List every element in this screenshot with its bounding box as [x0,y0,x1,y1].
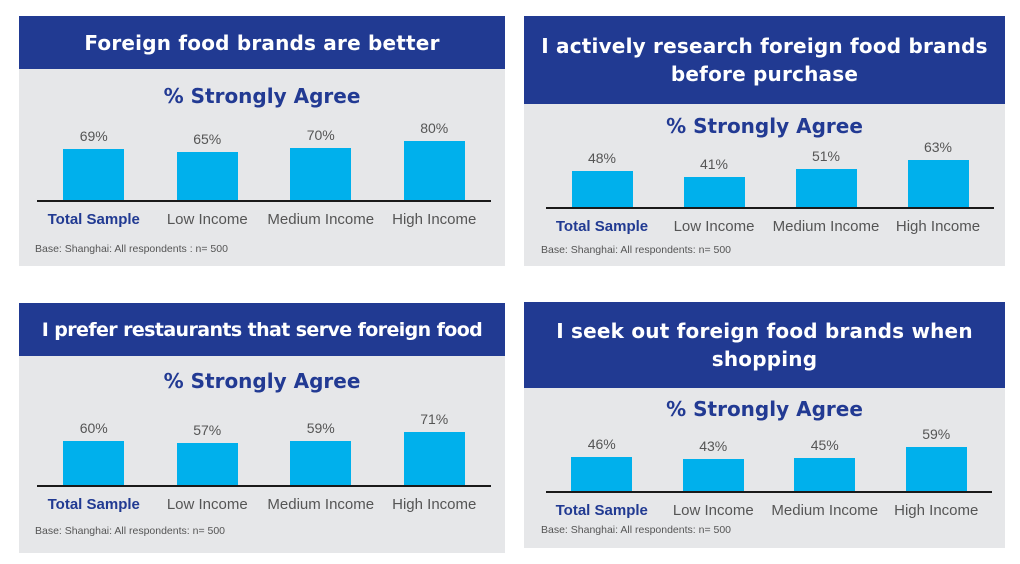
chart-title: Foreign food brands are better [19,16,505,69]
x-axis-line [546,491,992,493]
bar-medium-income [290,148,352,200]
x-axis-line [37,485,491,487]
bar-high-income [905,447,967,491]
chart-title: I seek out foreign food brands when shop… [524,302,1005,388]
bar-value-label: 48% [587,150,617,167]
base-note: Base: Shanghai: All respondents: n= 500 [541,244,732,256]
bar-value-label: 51% [811,148,841,165]
bar-low-income [682,459,744,491]
bar-value-label: 80% [420,119,449,136]
bar-total-sample [63,148,125,200]
category-label: Total Sample [555,218,649,235]
bar-value-label: 63% [923,139,953,156]
chart-panel-seek-out-when-shopping: I seek out foreign food brands when shop… [524,302,1005,548]
bar-value-label: 71% [420,411,449,428]
base-note: Base: Shanghai: All respondents: n= 500 [35,525,226,537]
category-label: Medium Income [772,218,880,235]
chart-subtitle: % Strongly Agree [163,84,361,108]
category-label: High Income [894,502,979,519]
bar-low-income [176,151,238,200]
bar-value-label: 69% [79,127,108,144]
bar-value-label: 59% [922,426,951,443]
category-label: Total Sample [47,496,140,513]
chart-panel-brands-better: Foreign food brands are better % Strongl… [19,16,505,266]
bar-high-income [403,140,465,200]
bar-value-label: 60% [79,419,108,436]
bar-value-label: 57% [193,421,222,438]
bar-low-income [683,176,745,207]
category-label: Medium Income [267,496,375,513]
category-label: Total Sample [555,502,648,519]
x-axis-line [546,207,994,209]
chart-title: I actively research foreign food brands … [524,16,1005,104]
chart-subtitle: % Strongly Agree [666,397,863,421]
bar-value-label: 46% [587,435,616,452]
category-label: Medium Income [771,502,879,519]
bar-medium-income [794,457,856,491]
bar-value-label: 45% [810,436,839,453]
bar-value-label: 43% [699,438,728,455]
category-label: Low Income [166,211,248,228]
chart-subtitle: % Strongly Agree [666,114,863,138]
bar-total-sample [571,171,633,207]
bar-value-label: 59% [306,420,335,437]
chart-panel-research-before-purchase: I actively research foreign food brands … [524,16,1005,266]
bar-high-income [907,160,969,207]
bar-total-sample [571,456,633,491]
chart-panel-prefer-restaurants: I prefer restaurants that serve foreign … [19,303,505,553]
category-label: High Income [895,218,981,235]
chart-subtitle: % Strongly Agree [163,369,361,393]
category-label: Low Income [166,496,248,513]
base-note: Base: Shanghai: All respondents : n= 500 [35,243,228,255]
base-note: Base: Shanghai: All respondents: n= 500 [541,524,732,536]
category-label: High Income [392,211,477,228]
bar-low-income [176,442,238,485]
bar-high-income [403,432,465,485]
category-label: Total Sample [47,211,140,228]
category-label: Medium Income [267,211,375,228]
category-label: Low Income [673,218,755,235]
category-label: High Income [392,496,477,513]
bar-medium-income [795,169,857,207]
chart-title: I prefer restaurants that serve foreign … [19,303,505,356]
bar-total-sample [63,440,125,485]
bar-value-label: 65% [193,130,222,147]
bar-value-label: 41% [699,155,729,172]
bar-medium-income [290,441,352,485]
x-axis-line [37,200,491,202]
bar-value-label: 70% [306,127,335,144]
category-label: Low Income [672,502,754,519]
